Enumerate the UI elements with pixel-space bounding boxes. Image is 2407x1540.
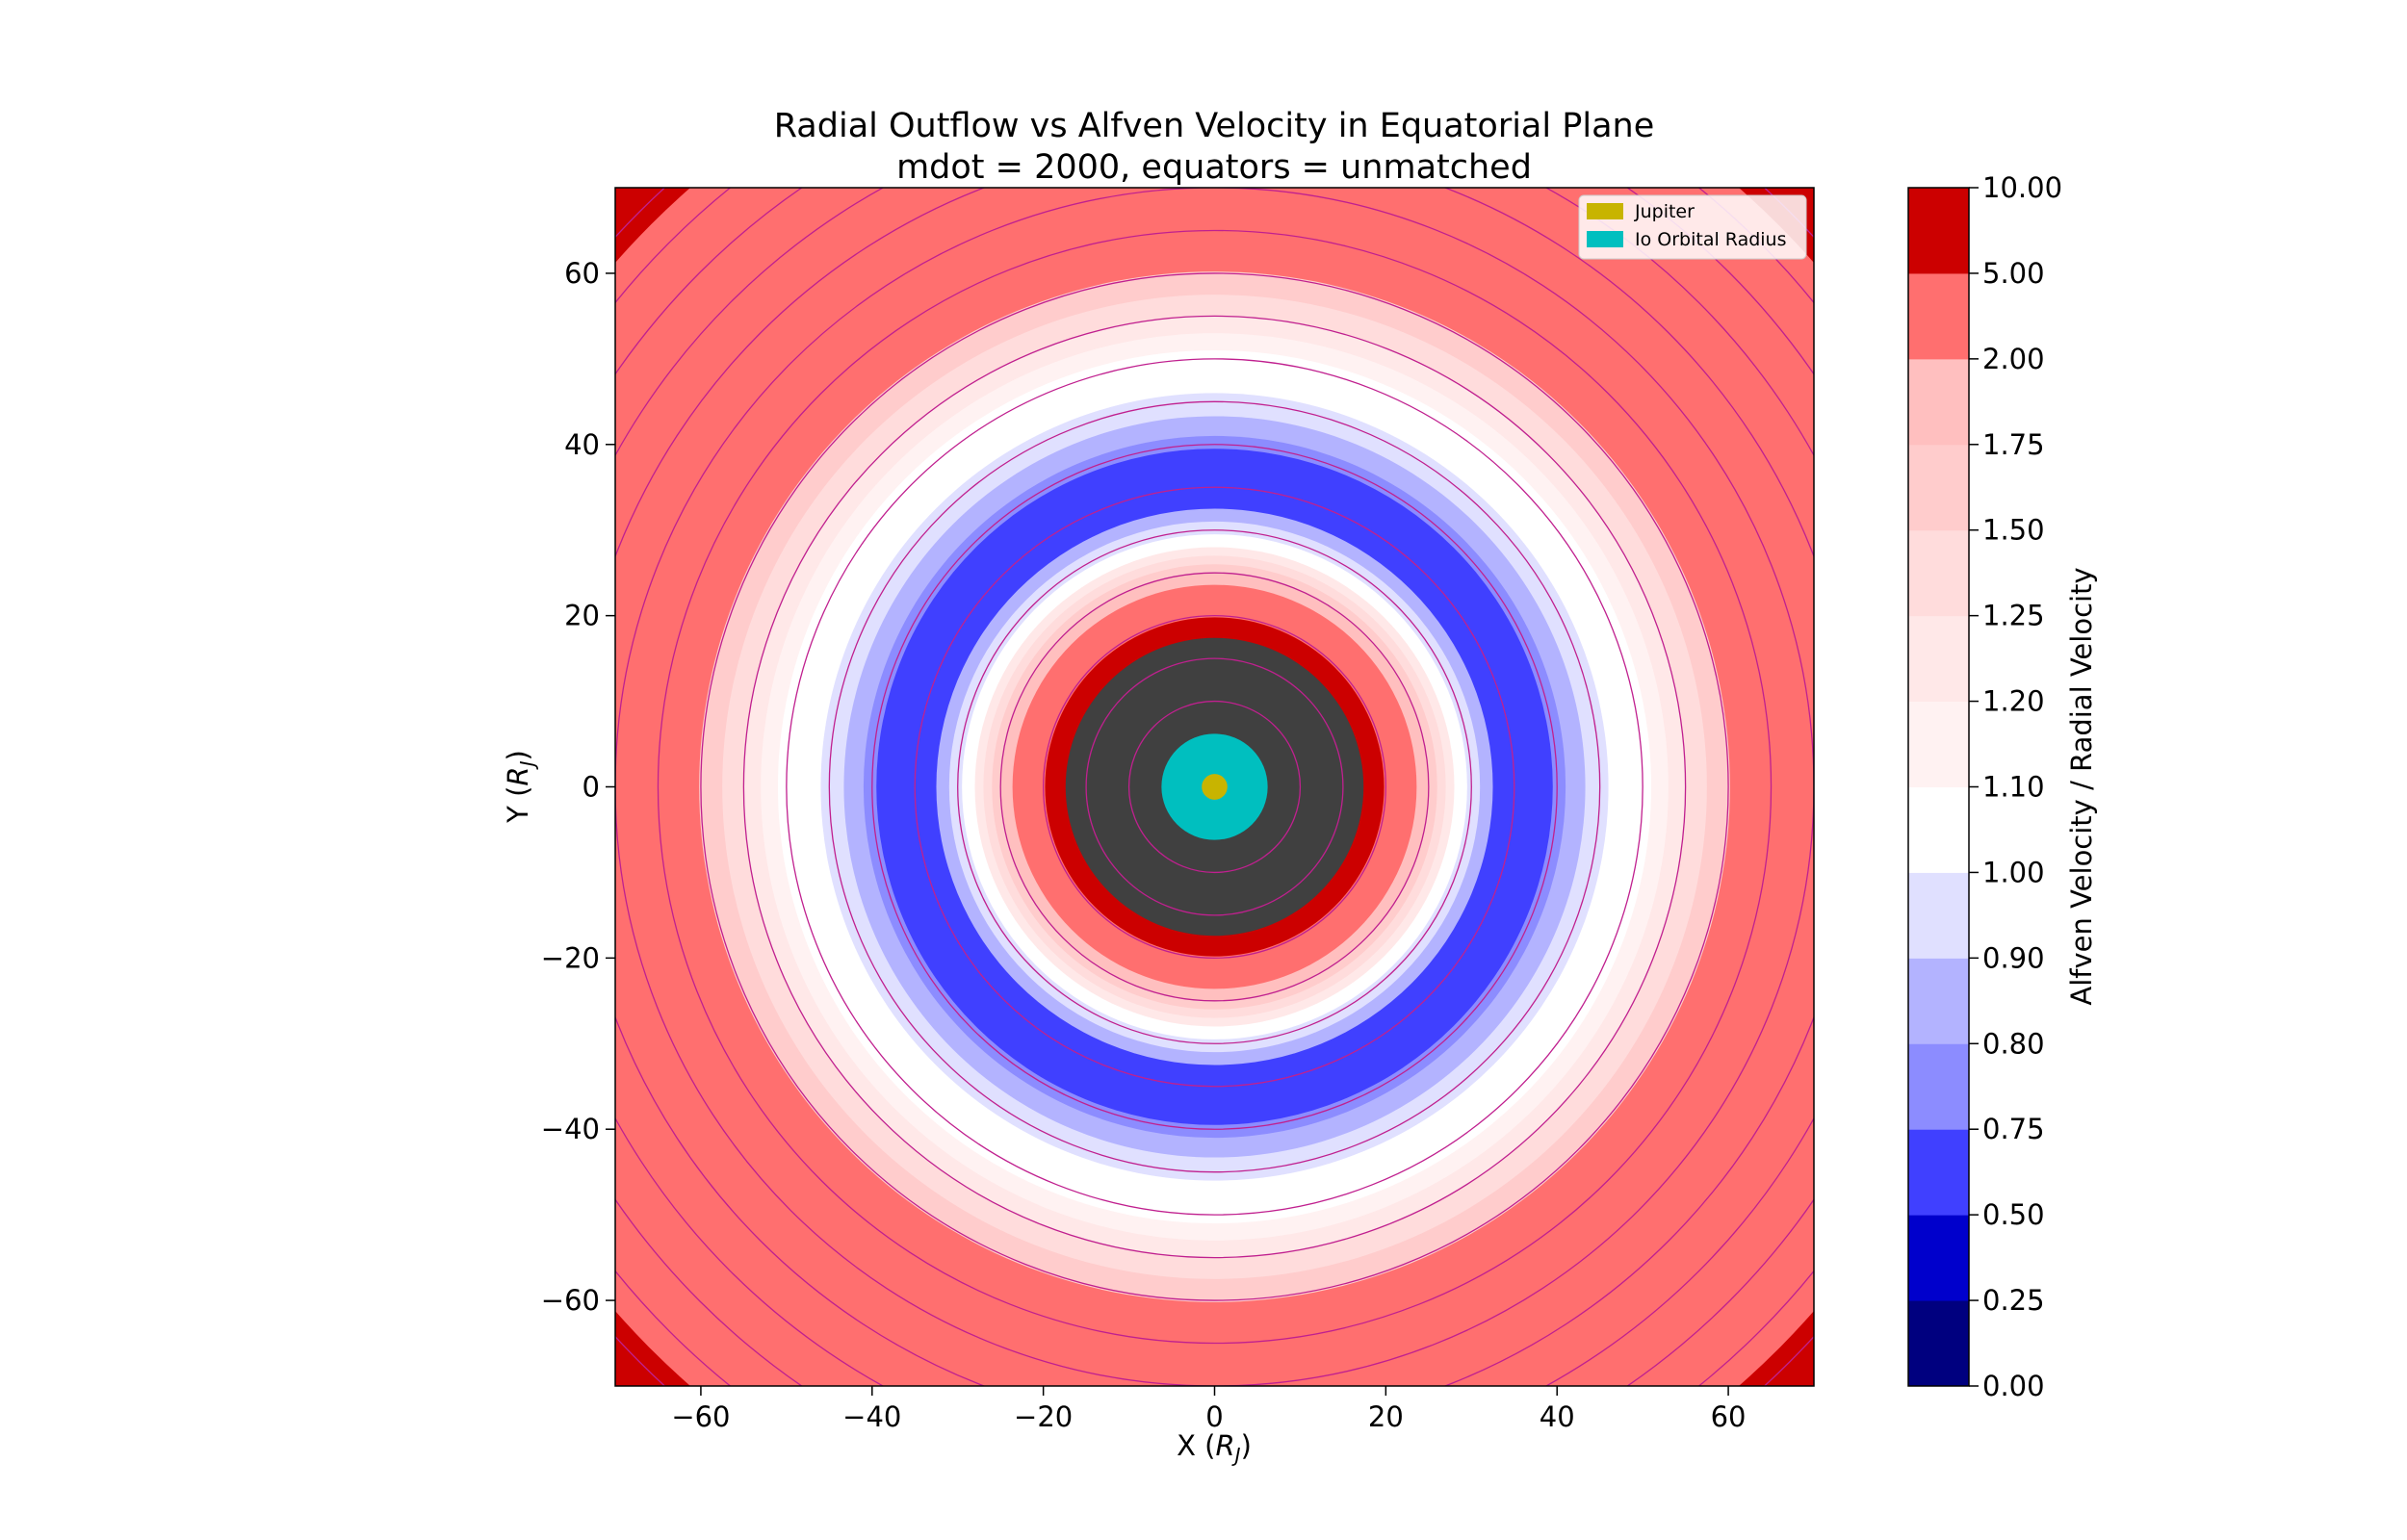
y-tick-label: 20 bbox=[564, 600, 600, 632]
legend: Jupiter Io Orbital Radius bbox=[1578, 194, 1807, 260]
colorbar-band bbox=[1908, 1043, 1969, 1130]
y-tick-label: −40 bbox=[541, 1113, 600, 1145]
x-label-part: X ( bbox=[1177, 1429, 1215, 1462]
colorbar-tick-label: 1.10 bbox=[1982, 771, 2045, 804]
colorbar-band bbox=[1908, 872, 1969, 959]
colorbar-band bbox=[1908, 272, 1969, 360]
contour-line bbox=[786, 358, 1643, 1216]
y-tick-label: −20 bbox=[541, 941, 600, 974]
colorbar-tick-label: 10.00 bbox=[1982, 171, 2062, 204]
colorbar-band bbox=[1908, 444, 1969, 531]
colorbar-band bbox=[1908, 701, 1969, 787]
contour-line bbox=[957, 529, 1472, 1044]
contour-line bbox=[1042, 614, 1387, 960]
body-disc bbox=[1202, 774, 1228, 800]
colorbar-tick-label: 1.75 bbox=[1982, 428, 2045, 461]
colorbar-tick-label: 1.20 bbox=[1982, 685, 2045, 718]
colorbar-tick-label: 0.80 bbox=[1982, 1027, 2045, 1060]
contour-line bbox=[828, 400, 1601, 1173]
colorbar-tick-label: 0.25 bbox=[1982, 1284, 2045, 1317]
x-label-part: J bbox=[1231, 1444, 1241, 1467]
x-tick-label: −60 bbox=[671, 1400, 730, 1433]
contour-line bbox=[871, 444, 1558, 1130]
x-tick-label: 20 bbox=[1368, 1400, 1404, 1433]
colorbar-band bbox=[1908, 958, 1969, 1044]
colorbar: 0.00 0.25 0.50 0.75 0.80 0.90 1.00 1.10 1.20 1.25… bbox=[1907, 171, 2062, 1402]
colorbar-tick-label: 0.75 bbox=[1982, 1113, 2045, 1145]
y-label-part: R bbox=[502, 766, 534, 785]
contour-line bbox=[657, 229, 1773, 1345]
colorbar-tick-label: 5.00 bbox=[1982, 257, 2045, 290]
x-tick-label: −40 bbox=[842, 1400, 901, 1433]
x-label-part: ) bbox=[1241, 1429, 1252, 1462]
x-axis-label: X (RJ) bbox=[1177, 1429, 1252, 1467]
plot-area bbox=[615, 188, 1814, 1386]
colorbar-label: Alfven Velocity / Radial Velocity bbox=[2065, 567, 2098, 1005]
contour-line bbox=[999, 572, 1430, 1002]
colorbar-band bbox=[1908, 358, 1969, 446]
chart-subtitle: mdot = 2000, equators = unmatched bbox=[896, 148, 1532, 187]
colorbar-band bbox=[1908, 1300, 1969, 1387]
y-tick-label: −60 bbox=[541, 1284, 600, 1317]
legend-box bbox=[1578, 194, 1807, 260]
colorbar-tick-label: 0.90 bbox=[1982, 941, 2045, 974]
y-axis-label: Y (RJ) bbox=[502, 750, 539, 824]
colorbar-tick-label: 1.25 bbox=[1982, 600, 2045, 632]
x-tick-label: −20 bbox=[1014, 1400, 1073, 1433]
x-label-part: R bbox=[1216, 1429, 1235, 1462]
colorbar-band bbox=[1908, 1215, 1969, 1301]
colorbar-tick-label: 2.00 bbox=[1982, 343, 2045, 375]
y-label-part: Y ( bbox=[502, 786, 534, 824]
contour-line bbox=[914, 486, 1515, 1088]
legend-label: Io Orbital Radius bbox=[1635, 229, 1787, 250]
y-tick-label: 60 bbox=[564, 257, 600, 290]
y-label-part: J bbox=[516, 760, 539, 770]
x-tick-label: 0 bbox=[1205, 1400, 1223, 1433]
contour-line bbox=[1127, 700, 1302, 874]
y-tick-label: 0 bbox=[582, 771, 600, 804]
chart-title: Radial Outflow vs Alfven Velocity in Equ… bbox=[774, 107, 1654, 145]
colorbar-tick-label: 0.00 bbox=[1982, 1370, 2045, 1402]
colorbar-band bbox=[1908, 1129, 1969, 1216]
contour-line bbox=[742, 315, 1687, 1259]
contour-line bbox=[1085, 657, 1344, 916]
x-tick-label: 40 bbox=[1540, 1400, 1575, 1433]
colorbar-tick-label: 1.50 bbox=[1982, 514, 2045, 547]
legend-swatch bbox=[1587, 203, 1623, 219]
y-tick-label: 40 bbox=[564, 428, 600, 461]
colorbar-band bbox=[1908, 786, 1969, 873]
contour-line bbox=[700, 272, 1729, 1301]
colorbar-band bbox=[1908, 529, 1969, 617]
legend-label: Jupiter bbox=[1634, 201, 1695, 222]
colorbar-tick-label: 0.50 bbox=[1982, 1198, 2045, 1231]
colorbar-tick-label: 1.00 bbox=[1982, 856, 2045, 888]
colorbar-band bbox=[1908, 615, 1969, 703]
y-label-part: ) bbox=[502, 750, 534, 760]
colorbar-band bbox=[1908, 188, 1969, 274]
x-tick-label: 60 bbox=[1711, 1400, 1747, 1433]
legend-swatch bbox=[1587, 231, 1623, 247]
